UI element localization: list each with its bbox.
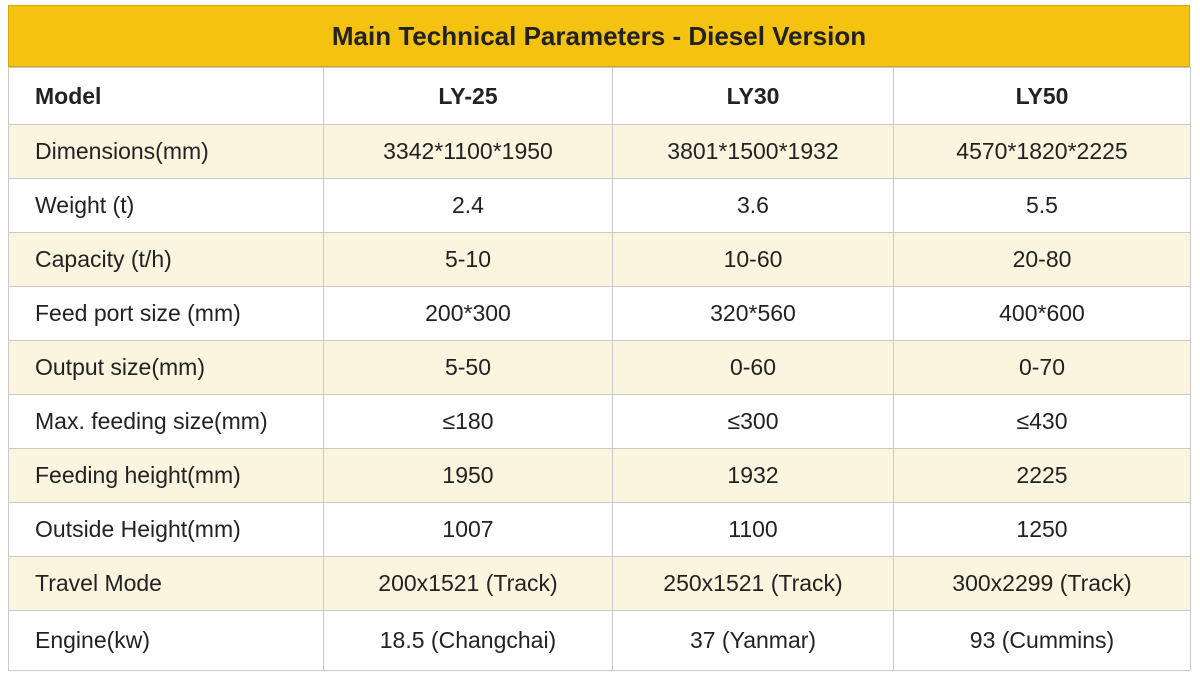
column-header: LY50	[893, 67, 1191, 125]
column-header: LY-25	[323, 67, 613, 125]
cell: 3.6	[612, 178, 894, 233]
cell: 250x1521 (Track)	[612, 556, 894, 611]
cell: 1950	[323, 448, 613, 503]
cell: 300x2299 (Track)	[893, 556, 1191, 611]
cell: 5-10	[323, 232, 613, 287]
row-label: Dimensions(mm)	[8, 124, 324, 179]
cell: 37 (Yanmar)	[612, 610, 894, 671]
cell: 2.4	[323, 178, 613, 233]
cell: 1007	[323, 502, 613, 557]
spec-table: Model LY-25 LY30 LY50 Dimensions(mm) 3342*110…	[8, 67, 1191, 671]
cell: 3342*1100*1950	[323, 124, 613, 179]
row-label: Weight (t)	[8, 178, 324, 233]
cell: ≤430	[893, 394, 1191, 449]
row-label: Feed port size (mm)	[8, 286, 324, 341]
cell: ≤300	[612, 394, 894, 449]
table-row: Feeding height(mm) 1950 1932 2225	[8, 448, 1191, 503]
cell: 0-70	[893, 340, 1191, 395]
table-row: Output size(mm) 5-50 0-60 0-70	[8, 340, 1191, 395]
row-label: Output size(mm)	[8, 340, 324, 395]
row-label: Feeding height(mm)	[8, 448, 324, 503]
cell: 320*560	[612, 286, 894, 341]
cell: 2225	[893, 448, 1191, 503]
header-row: Model LY-25 LY30 LY50	[8, 67, 1191, 125]
cell: 3801*1500*1932	[612, 124, 894, 179]
spec-sheet: Main Technical Parameters - Diesel Versi…	[8, 5, 1191, 671]
row-label: Travel Mode	[8, 556, 324, 611]
column-header: LY30	[612, 67, 894, 125]
cell: 5.5	[893, 178, 1191, 233]
column-header: Model	[8, 67, 324, 125]
cell: 1932	[612, 448, 894, 503]
cell: 4570*1820*2225	[893, 124, 1191, 179]
table-row: Capacity (t/h) 5-10 10-60 20-80	[8, 232, 1191, 287]
title: Main Technical Parameters - Diesel Versi…	[8, 5, 1190, 67]
table-row: Feed port size (mm) 200*300 320*560 400*600	[8, 286, 1191, 341]
cell: 200*300	[323, 286, 613, 341]
cell: 1100	[612, 502, 894, 557]
cell: 0-60	[612, 340, 894, 395]
cell: 18.5 (Changchai)	[323, 610, 613, 671]
row-label: Max. feeding size(mm)	[8, 394, 324, 449]
row-label: Outside Height(mm)	[8, 502, 324, 557]
cell: 400*600	[893, 286, 1191, 341]
cell: 93 (Cummins)	[893, 610, 1191, 671]
cell: ≤180	[323, 394, 613, 449]
cell: 5-50	[323, 340, 613, 395]
table-row: Dimensions(mm) 3342*1100*1950 3801*1500*19…	[8, 124, 1191, 179]
cell: 1250	[893, 502, 1191, 557]
row-label: Capacity (t/h)	[8, 232, 324, 287]
table-row: Weight (t) 2.4 3.6 5.5	[8, 178, 1191, 233]
table-row: Engine(kw) 18.5 (Changchai) 37 (Yanmar) 93 …	[8, 610, 1191, 671]
cell: 200x1521 (Track)	[323, 556, 613, 611]
cell: 10-60	[612, 232, 894, 287]
cell: 20-80	[893, 232, 1191, 287]
row-label: Engine(kw)	[8, 610, 324, 671]
table-row: Travel Mode 200x1521 (Track) 250x1521 (Tra…	[8, 556, 1191, 611]
table-row: Outside Height(mm) 1007 1100 1250	[8, 502, 1191, 557]
table-row: Max. feeding size(mm) ≤180 ≤300 ≤430	[8, 394, 1191, 449]
